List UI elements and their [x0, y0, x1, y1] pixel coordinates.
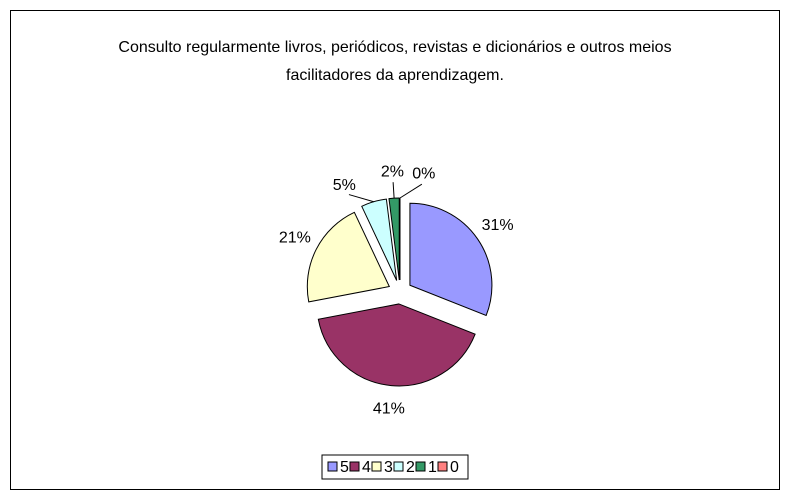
legend-label: 2 — [406, 459, 415, 476]
pie-slice — [409, 202, 493, 317]
legend-swatch — [371, 461, 382, 472]
leader-line — [399, 183, 423, 199]
data-label: 0% — [412, 166, 435, 183]
legend-label: 5 — [340, 459, 349, 476]
legend-label: 3 — [384, 459, 393, 476]
data-label: 31% — [482, 217, 514, 234]
data-label: 41% — [373, 401, 405, 418]
data-label: 5% — [333, 177, 356, 194]
leader-line — [348, 194, 374, 203]
legend-swatch — [393, 461, 404, 472]
legend-swatch — [437, 461, 448, 472]
data-label: 21% — [279, 230, 311, 247]
legend-label: 1 — [428, 459, 437, 476]
legend-swatch — [415, 461, 426, 472]
chart-title: Consulto regularmente livros, periódicos… — [118, 39, 672, 84]
pie-slice — [317, 303, 476, 387]
leader-line — [392, 182, 395, 199]
legend-swatch — [349, 461, 360, 472]
pie-slice — [361, 198, 398, 281]
data-label: 2% — [381, 163, 404, 180]
pie-slice — [388, 197, 400, 281]
legend-swatch — [327, 461, 338, 472]
legend-label: 4 — [362, 459, 371, 476]
pie-slice — [306, 211, 391, 303]
legend-label: 0 — [450, 459, 459, 476]
